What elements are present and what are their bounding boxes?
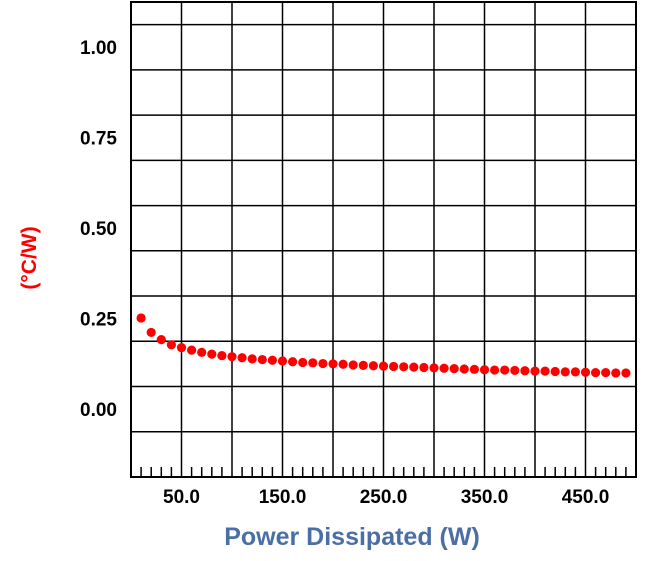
- data-point: [621, 368, 631, 378]
- data-point: [459, 364, 469, 374]
- data-point: [298, 357, 308, 368]
- y-tick-label: 0.50: [80, 219, 117, 240]
- data-point: [570, 367, 581, 377]
- data-point: [520, 366, 530, 376]
- y-tick-labels: 1.00 0.75 0.50 0.25 0.00: [80, 38, 117, 421]
- data-point: [419, 362, 429, 373]
- data-point: [217, 350, 227, 361]
- x-tick-label: 350.0: [461, 487, 509, 508]
- data-point: [399, 362, 409, 372]
- data-point: [237, 353, 247, 363]
- data-point: [207, 349, 217, 359]
- data-point: [328, 359, 338, 369]
- data-point: [510, 365, 520, 376]
- data-point: [389, 361, 399, 372]
- grid: [131, 2, 636, 477]
- y-tick-label: 0.25: [80, 310, 117, 331]
- data-point: [308, 358, 318, 368]
- data-point: [318, 358, 328, 369]
- data-point: [267, 355, 277, 365]
- y-tick-label: 0.00: [80, 400, 117, 421]
- data-point: [490, 365, 500, 375]
- data-point: [580, 367, 591, 377]
- x-tick-labels: 50.0 150.0 250.0 350.0 450.0: [163, 487, 609, 508]
- data-point: [439, 363, 449, 373]
- x-tick-label: 150.0: [259, 487, 307, 508]
- data-point: [156, 335, 166, 345]
- x-tick-label: 50.0: [163, 487, 200, 508]
- data-point: [368, 361, 378, 371]
- data-point: [429, 363, 439, 373]
- data-point: [591, 367, 601, 378]
- data-point: [500, 365, 510, 375]
- data-point: [146, 327, 156, 338]
- data-point: [247, 354, 257, 364]
- data-point: [348, 360, 358, 370]
- x-minor-ticks: [140, 467, 627, 477]
- data-point: [479, 365, 490, 375]
- data-point: [530, 366, 540, 376]
- data-point: [136, 313, 146, 323]
- data-point: [560, 367, 570, 377]
- data-point: [469, 364, 479, 374]
- data-point: [288, 357, 298, 367]
- data-point: [611, 368, 621, 378]
- data-point: [540, 366, 550, 376]
- data-point: [601, 367, 611, 378]
- y-axis-title: (°C/W): [18, 226, 41, 289]
- y-tick-label: 1.00: [80, 38, 117, 59]
- data-point: [227, 352, 237, 362]
- data-point: [176, 343, 187, 353]
- data-point: [449, 364, 459, 374]
- data-point: [166, 340, 176, 350]
- data-point: [187, 345, 197, 355]
- data-point: [197, 347, 207, 357]
- plot-frame: [130, 1, 637, 478]
- x-tick-label: 450.0: [562, 487, 610, 508]
- data-point: [358, 360, 368, 370]
- data-point: [277, 356, 288, 366]
- y-tick-label: 0.75: [80, 129, 117, 150]
- data-point: [550, 366, 560, 377]
- data-point: [378, 361, 389, 371]
- x-tick-label: 250.0: [360, 487, 408, 508]
- data-point: [409, 362, 419, 372]
- data-points: [136, 313, 631, 378]
- data-point: [338, 359, 348, 369]
- x-axis-title: Power Dissipated (W): [224, 523, 480, 551]
- data-point: [257, 354, 267, 365]
